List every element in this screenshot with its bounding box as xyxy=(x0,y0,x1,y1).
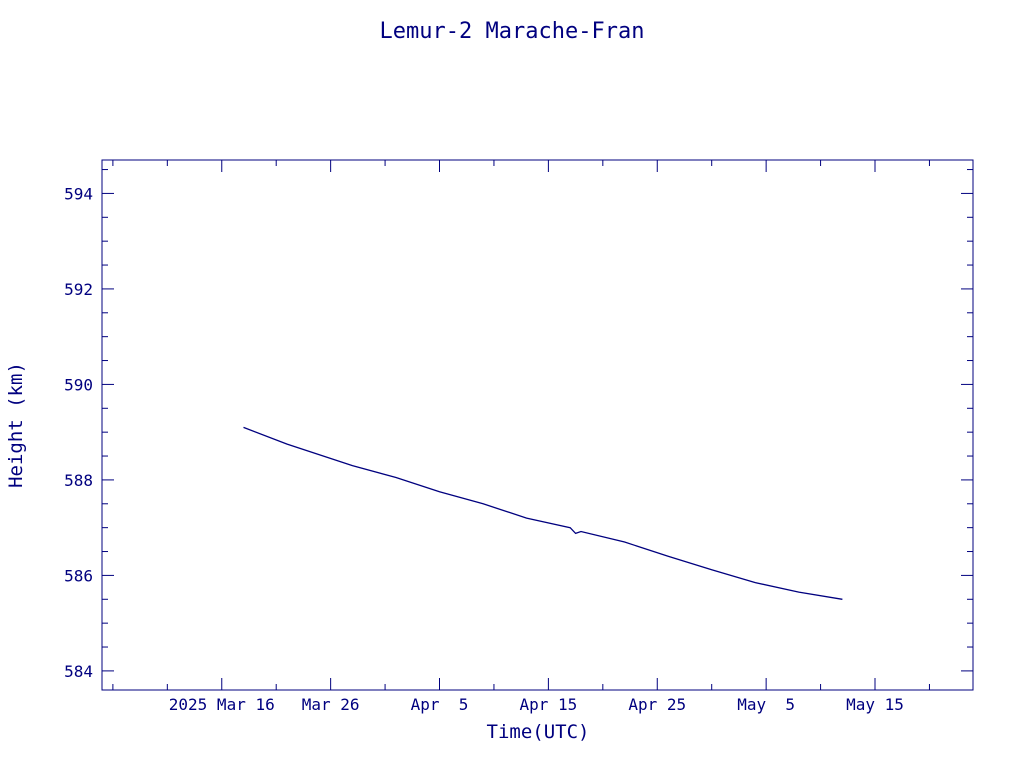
y-tick-label: 584 xyxy=(64,662,93,681)
x-tick-label: Mar 26 xyxy=(302,695,360,714)
x-tick-label: May 15 xyxy=(846,695,904,714)
chart-title: Lemur-2 Marache-Fran xyxy=(380,19,645,44)
x-tick-label: 2025 Mar 16 xyxy=(169,695,275,714)
y-tick-label: 594 xyxy=(64,184,93,203)
plot-frame xyxy=(101,159,974,691)
y-axis-ticks: 584 586 588 590 592 594 xyxy=(64,169,973,681)
y-tick-label: 592 xyxy=(64,280,93,299)
y-tick-label: 590 xyxy=(64,375,93,394)
x-axis-label: Time(UTC) xyxy=(487,721,590,743)
x-tick-label: Apr 25 xyxy=(628,695,686,714)
height-series-line xyxy=(243,426,843,600)
y-axis-label: Height (km) xyxy=(5,362,27,488)
y-tick-label: 588 xyxy=(64,471,93,490)
x-tick-label: May 5 xyxy=(737,695,795,714)
x-tick-label: Apr 15 xyxy=(519,695,577,714)
x-tick-label: Apr 5 xyxy=(411,695,469,714)
y-tick-label: 586 xyxy=(64,566,93,585)
x-axis-ticks: 2025 Mar 16 Mar 26 Apr 5 Apr 15 Apr 25 May 5 M… xyxy=(112,160,930,714)
